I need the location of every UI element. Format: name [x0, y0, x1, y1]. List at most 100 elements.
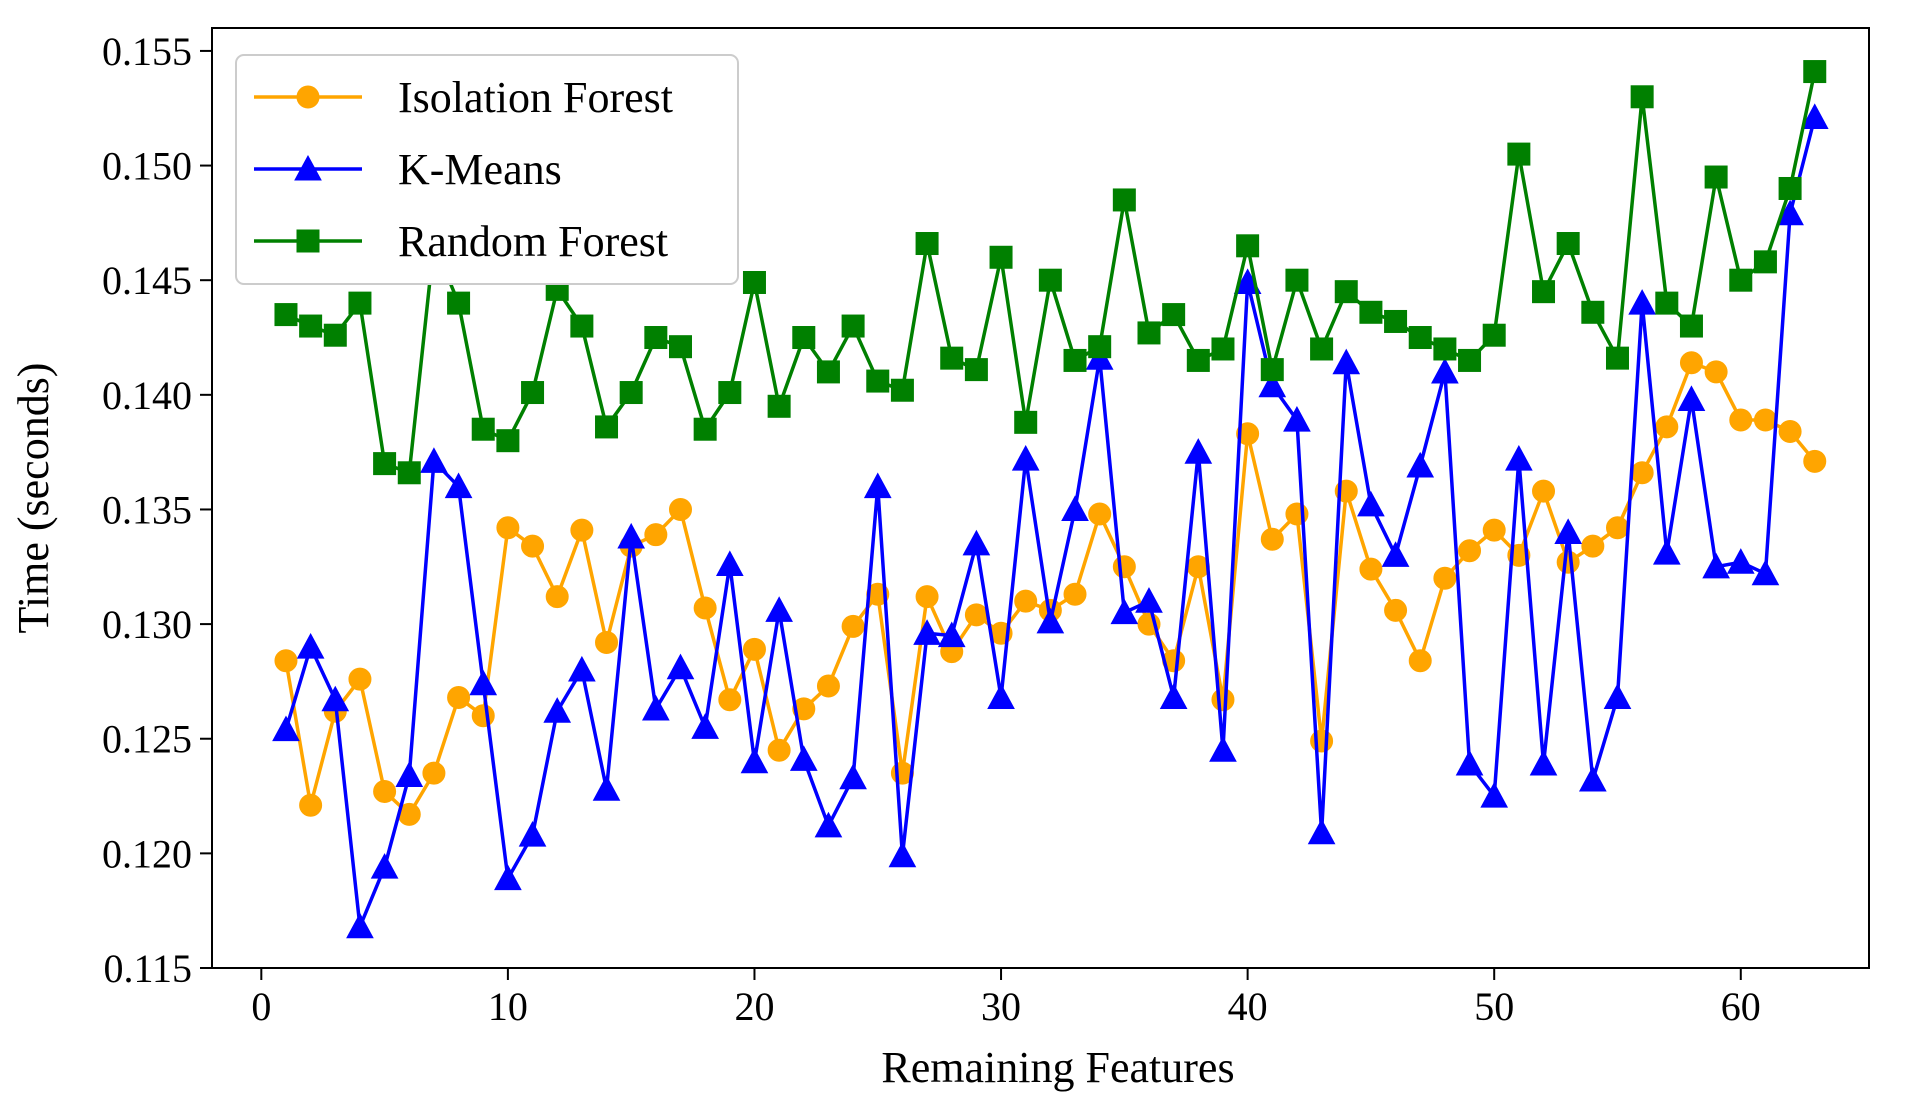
data-point-isolation-forest [496, 516, 520, 540]
data-point-random-forest [890, 378, 914, 402]
data-point-isolation-forest [1236, 422, 1260, 446]
legend: Isolation Forest K-Means Random Forest [235, 54, 739, 285]
series-layer [272, 60, 1829, 939]
data-point-k-means [740, 747, 769, 774]
data-point-random-forest [1310, 337, 1334, 361]
data-point-isolation-forest [1803, 449, 1827, 473]
data-point-random-forest [1458, 348, 1482, 372]
data-point-random-forest [373, 452, 397, 476]
data-point-k-means [1209, 736, 1237, 762]
data-point-random-forest [1581, 300, 1605, 324]
data-point-k-means [568, 655, 596, 682]
data-point-k-means [1702, 552, 1730, 579]
legend-entry-k-means: K-Means [254, 145, 562, 194]
data-point-k-means [1135, 587, 1163, 613]
data-point-k-means [518, 820, 547, 847]
data-point-random-forest [1038, 268, 1062, 292]
data-point-isolation-forest [570, 518, 594, 542]
data-point-isolation-forest [1112, 555, 1136, 579]
data-point-k-means [1726, 548, 1755, 574]
y-tick-label: 0.140 [102, 373, 192, 418]
data-point-random-forest [496, 429, 520, 453]
legend-label-k-means: K-Means [398, 145, 562, 194]
data-point-random-forest [1359, 300, 1383, 324]
data-point-random-forest [1803, 60, 1827, 84]
data-point-random-forest [447, 291, 471, 315]
data-point-random-forest [619, 381, 643, 405]
data-point-random-forest [1014, 410, 1038, 434]
x-axis-ticks: 0 10 20 30 40 50 60 [251, 968, 1761, 1029]
data-point-isolation-forest [1532, 479, 1556, 503]
data-point-random-forest [1384, 309, 1408, 333]
data-point-random-forest [570, 314, 594, 338]
data-point-isolation-forest [299, 793, 323, 817]
data-point-k-means [1505, 444, 1533, 471]
data-point-random-forest [1433, 337, 1457, 361]
data-point-k-means [321, 685, 350, 712]
data-point-k-means [1677, 385, 1706, 411]
data-point-k-means [272, 715, 300, 742]
data-point-random-forest [1236, 234, 1260, 258]
data-point-random-forest [940, 346, 964, 370]
data-point-k-means [1628, 289, 1656, 315]
x-tick-label: 50 [1474, 984, 1514, 1029]
plot-area-frame [211, 27, 1870, 969]
data-point-isolation-forest [1211, 688, 1235, 712]
data-point-random-forest [866, 369, 890, 393]
legend-label-isolation-forest: Isolation Forest [398, 73, 673, 122]
legend-entry-isolation-forest: Isolation Forest [254, 73, 673, 122]
data-point-k-means [1332, 348, 1361, 375]
data-point-random-forest [1260, 358, 1284, 382]
data-point-random-forest [1088, 335, 1112, 359]
data-point-k-means [469, 669, 498, 696]
data-point-random-forest [693, 417, 717, 441]
data-point-isolation-forest [1408, 649, 1432, 673]
data-point-random-forest [348, 291, 372, 315]
data-point-isolation-forest [1753, 408, 1777, 432]
data-point-k-means [1406, 451, 1435, 478]
data-point-random-forest [595, 415, 619, 439]
data-point-isolation-forest [1655, 415, 1679, 439]
data-point-isolation-forest [521, 534, 545, 558]
y-tick-label: 0.130 [102, 602, 192, 647]
data-point-random-forest [1704, 165, 1728, 189]
data-point-k-means [543, 697, 572, 723]
data-point-k-means [765, 596, 793, 622]
data-point-random-forest [792, 326, 816, 350]
series-random-forest [274, 60, 1827, 485]
data-point-random-forest [323, 323, 347, 347]
data-point-k-means [937, 621, 966, 648]
data-point-k-means [863, 472, 892, 499]
data-point-random-forest [668, 335, 692, 359]
data-point-random-forest [1507, 142, 1531, 166]
data-point-random-forest [274, 303, 298, 327]
data-point-isolation-forest [1630, 461, 1654, 485]
data-point-isolation-forest [348, 667, 372, 691]
data-point-random-forest [1162, 303, 1186, 327]
data-point-isolation-forest [964, 603, 988, 627]
data-point-random-forest [1408, 326, 1432, 350]
legend-marker-k-means [294, 154, 322, 181]
data-point-k-means [346, 912, 374, 939]
data-point-isolation-forest [1088, 502, 1112, 526]
data-point-isolation-forest [1778, 420, 1802, 444]
data-point-isolation-forest [1581, 534, 1605, 558]
data-point-isolation-forest [816, 674, 840, 698]
data-point-random-forest [1211, 337, 1235, 361]
data-point-k-means [1381, 541, 1410, 567]
data-point-k-means [1431, 357, 1459, 384]
data-point-k-means [395, 761, 424, 787]
data-point-isolation-forest [1310, 729, 1334, 753]
data-point-random-forest [718, 381, 742, 405]
x-axis-label: Remaining Features [881, 1043, 1234, 1092]
data-point-isolation-forest [742, 637, 766, 661]
data-point-isolation-forest [1384, 598, 1408, 622]
data-point-k-means [370, 853, 399, 879]
data-point-k-means [814, 811, 843, 838]
y-tick-label: 0.135 [102, 487, 192, 532]
data-point-random-forest [644, 326, 668, 350]
data-point-isolation-forest [274, 649, 298, 673]
data-point-k-means [1480, 781, 1509, 808]
data-point-k-means [420, 447, 448, 473]
